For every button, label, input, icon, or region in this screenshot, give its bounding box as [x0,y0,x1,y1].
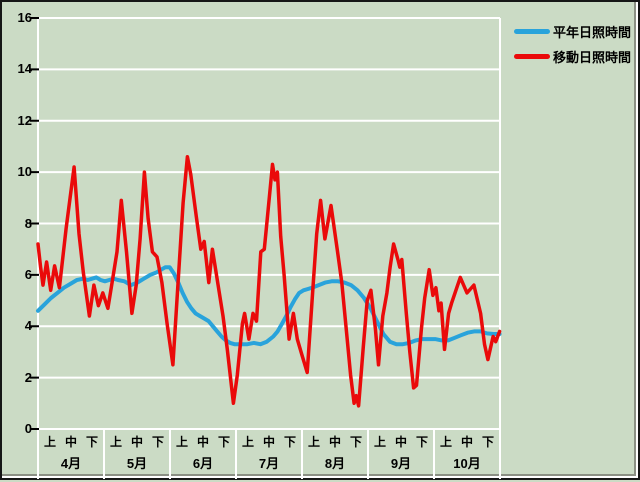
month-label: 9月 [390,456,412,471]
period-labels-row: 上中下 [368,431,434,453]
period-labels-row: 上中下 [434,431,500,453]
y-axis-label: 4 [24,318,32,334]
month-label: 8月 [324,456,346,471]
month-label: 7月 [258,456,280,471]
moving-sunshine-line [36,154,502,408]
period-label: 中 [394,435,407,449]
x-axis-month-cell: 上中下 10月 [434,431,500,477]
y-axis-label: 8 [24,215,32,231]
legend-item-normal-sunshine: 平年日照時間 [514,19,631,44]
period-label: 中 [328,435,341,449]
x-axis-month-cell: 上中下 6月 [170,431,236,477]
y-axis-label: 6 [24,266,32,282]
month-label: 10月 [453,456,481,471]
month-label: 6月 [192,456,214,471]
chart-legend: 平年日照時間 移動日照時間 [514,19,631,69]
period-label: 上 [242,435,255,449]
x-axis-month-cell: 上中下 9月 [368,431,434,477]
y-axis-label: 16 [17,10,32,25]
period-label: 下 [151,435,164,449]
legend-blue-line-sample [514,29,550,34]
period-label: 中 [64,435,77,449]
x-axis-month-cell: 上中下 8月 [302,431,368,477]
period-labels-row: 上中下 [170,431,236,453]
period-label: 下 [217,435,230,449]
x-axis-month-cell: 上中下 5月 [104,431,170,477]
period-labels-row: 上中下 [302,431,368,453]
period-label: 上 [110,435,123,449]
period-labels-row: 上中下 [38,431,104,453]
legend-label: 平年日照時間 [553,25,632,40]
period-label: 中 [196,435,209,449]
period-label: 上 [440,435,453,449]
period-label: 下 [415,435,428,449]
period-label: 中 [262,435,275,449]
x-axis-month-cell: 上中下 4月 [38,431,104,477]
period-label: 上 [308,435,321,449]
y-axis-label: 0 [24,421,32,436]
legend-red-line-sample [514,54,550,59]
period-labels-row: 上中下 [236,431,302,453]
legend-label: 移動日照時間 [553,50,632,65]
period-label: 上 [44,435,57,449]
x-axis-month-cell: 上中下 7月 [236,431,302,477]
y-axis-label: 12 [17,112,32,128]
period-label: 上 [374,435,387,449]
period-label: 下 [283,435,296,449]
y-axis-label: 14 [17,61,32,77]
month-label: 5月 [126,456,148,471]
y-axis-label: 2 [24,369,32,385]
period-label: 中 [460,435,473,449]
period-label: 下 [85,435,98,449]
period-label: 上 [176,435,189,449]
legend-item-moving-sunshine: 移動日照時間 [514,44,631,69]
month-label: 4月 [60,456,82,471]
period-label: 下 [349,435,362,449]
period-label: 中 [130,435,143,449]
period-labels-row: 上中下 [104,431,170,453]
period-label: 下 [481,435,494,449]
y-axis-label: 10 [17,164,32,180]
